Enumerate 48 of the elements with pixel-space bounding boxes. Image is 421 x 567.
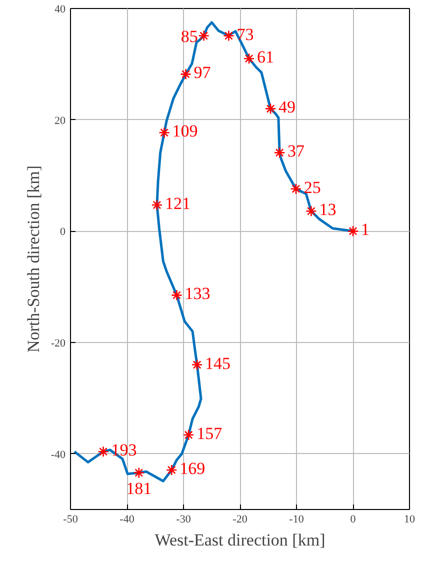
- point: [171, 290, 182, 301]
- annotation: 49: [278, 98, 296, 117]
- point: [223, 30, 234, 42]
- x-tick-label: 0: [350, 514, 356, 526]
- annotation: 133: [184, 284, 210, 304]
- x-axis-title: West-East direction [km]: [154, 530, 326, 550]
- annotation: 73: [236, 24, 254, 44]
- annotation: 109: [172, 122, 198, 141]
- point: [347, 226, 359, 237]
- annotation: 193: [111, 440, 137, 460]
- point: [158, 126, 170, 138]
- annotation: 25: [304, 178, 321, 197]
- point: [182, 429, 194, 441]
- annotation: 97: [194, 63, 212, 82]
- x-tick-label: -50: [63, 514, 78, 526]
- x-tick-label: -20: [232, 514, 248, 526]
- point: [98, 446, 109, 458]
- x-tick-label: 10: [404, 514, 416, 526]
- point: [290, 183, 302, 195]
- annotation: 61: [257, 48, 274, 67]
- point: [243, 52, 255, 64]
- annotation: 181: [126, 478, 152, 498]
- y-tick-label: -20: [50, 338, 66, 350]
- point: [306, 205, 317, 217]
- y-tick-label: 0: [60, 226, 66, 238]
- point: [264, 103, 276, 114]
- annotation: 85: [180, 26, 198, 46]
- point: [191, 359, 203, 370]
- y-axis-title: North-South direction [km]: [24, 166, 43, 352]
- y-tick-label: -40: [50, 448, 66, 461]
- x-tick-label: -10: [289, 514, 304, 526]
- annotation: 1: [361, 220, 370, 240]
- annotation: 169: [180, 458, 206, 478]
- y-tick-label: 40: [54, 4, 66, 16]
- annotation: 13: [319, 200, 336, 220]
- point: [166, 464, 178, 476]
- x-tick-label: -30: [176, 514, 192, 526]
- point: [180, 68, 192, 80]
- point: [133, 467, 145, 478]
- annotation: 157: [196, 424, 223, 443]
- annotation: 37: [288, 142, 306, 161]
- annotation: 145: [205, 354, 231, 373]
- y-tick-label: 20: [54, 114, 66, 127]
- point: [274, 147, 286, 158]
- point: [151, 199, 163, 211]
- annotation: 121: [164, 194, 190, 214]
- x-tick-label: -40: [120, 514, 135, 526]
- point: [198, 30, 210, 42]
